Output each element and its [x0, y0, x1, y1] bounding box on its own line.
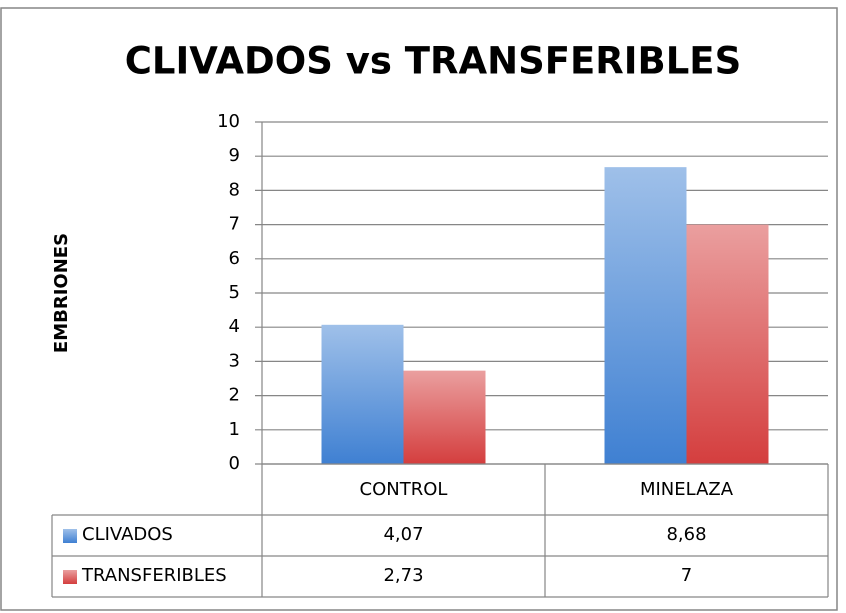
table-value: 4,07	[383, 524, 423, 545]
legend-label: CLIVADOS	[82, 524, 173, 545]
y-tick-label: 4	[229, 316, 240, 337]
table-value: 8,68	[666, 524, 706, 545]
bar	[403, 370, 486, 464]
legend-key	[63, 570, 77, 584]
x-tick-label: CONTROL	[360, 479, 448, 500]
y-tick-label: 0	[229, 453, 240, 474]
y-tick-label: 5	[229, 282, 240, 303]
y-tick-label: 8	[229, 179, 240, 200]
y-tick-label: 7	[229, 214, 240, 235]
table-value: 2,73	[383, 565, 423, 586]
y-tick-label: 10	[217, 111, 240, 132]
x-tick-label: MINELAZA	[640, 479, 734, 500]
y-tick-label: 2	[229, 385, 240, 406]
bar	[321, 324, 404, 464]
chart-title: CLIVADOS vs TRANSFERIBLES	[125, 40, 741, 83]
legend-label: TRANSFERIBLES	[81, 565, 227, 586]
y-axis-label: EMBRIONES	[51, 233, 72, 353]
y-tick-label: 1	[229, 419, 240, 440]
legend-key	[63, 529, 77, 543]
bar	[686, 224, 769, 464]
y-tick-label: 6	[229, 248, 240, 269]
y-tick-label: 9	[229, 145, 240, 166]
table-value: 7	[681, 565, 692, 586]
bar	[604, 167, 687, 465]
y-tick-label: 3	[229, 350, 240, 371]
